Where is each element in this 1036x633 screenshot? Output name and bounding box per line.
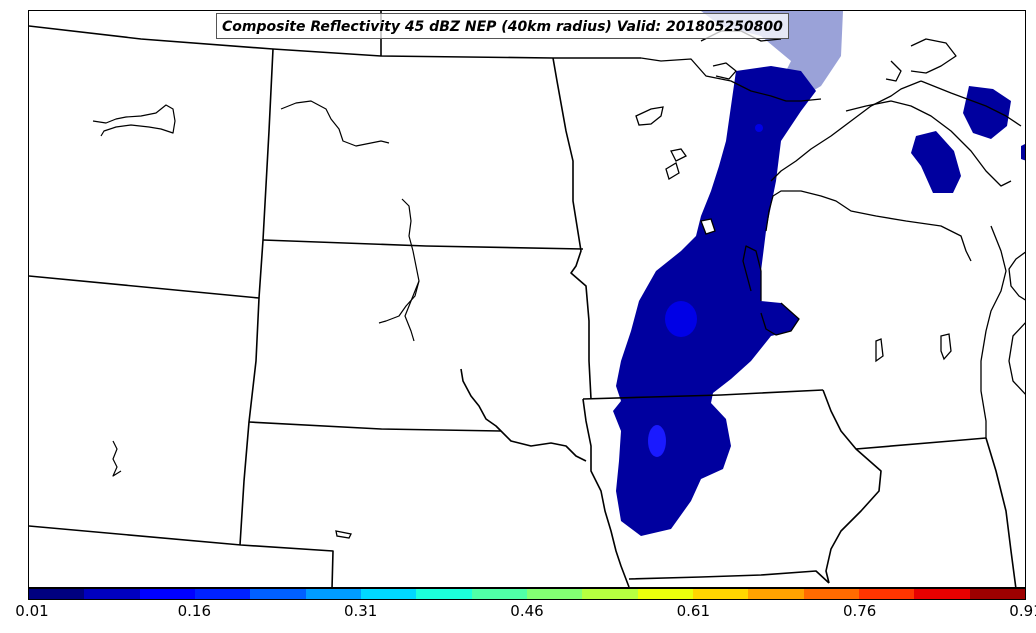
colorbar-segment [139, 589, 195, 599]
colorbar-segment [305, 589, 361, 599]
colorbar-tick-label: 0.76 [842, 602, 877, 620]
colorbar-tick-label: 0.16 [177, 602, 212, 620]
colorbar-segment [194, 589, 251, 599]
colorbar-tick-label: 0.01 [15, 602, 49, 620]
band-highlight-north [665, 301, 697, 337]
colorbar-segment [360, 589, 417, 599]
colorbar-segment [250, 589, 306, 599]
colorbar-segment [748, 589, 804, 599]
colorbar-segment [582, 589, 638, 599]
colorbar-segment [803, 589, 859, 599]
northeast-probability-blob [963, 86, 1011, 139]
colorbar-segment [416, 589, 472, 599]
probability-colorbar [28, 588, 1026, 600]
colorbar-segment [914, 589, 970, 599]
colorbar-tick-label: 0.31 [343, 602, 378, 620]
map-panel [28, 10, 1026, 588]
band-highlight-small [755, 124, 763, 132]
inland-lakes [335, 106, 952, 539]
colorbar-tick-label: 0.91 [1009, 602, 1036, 620]
edge-probability-blob [1021, 144, 1025, 161]
colorbar-segment [969, 589, 1025, 599]
colorbar-segment [692, 589, 749, 599]
colorbar-segment [471, 589, 527, 599]
upper-probability-band [701, 11, 843, 101]
colorbar-segment [858, 589, 915, 599]
eastern-probability-blob [911, 131, 961, 193]
colorbar-tick-label: 0.61 [676, 602, 711, 620]
colorbar-segment [637, 589, 693, 599]
colorbar-segment [526, 589, 583, 599]
map-canvas [29, 11, 1025, 587]
colorbar-segment [29, 589, 85, 599]
map-title: Composite Reflectivity 45 dBZ NEP (40km … [216, 13, 789, 39]
state-boundaries [29, 11, 1017, 587]
probability-field [613, 11, 1025, 536]
band-highlight-south [648, 425, 666, 457]
rivers [92, 100, 420, 477]
main-probability-band [613, 66, 816, 536]
colorbar-tick-label: 0.46 [510, 602, 544, 620]
colorbar-segment [84, 589, 140, 599]
